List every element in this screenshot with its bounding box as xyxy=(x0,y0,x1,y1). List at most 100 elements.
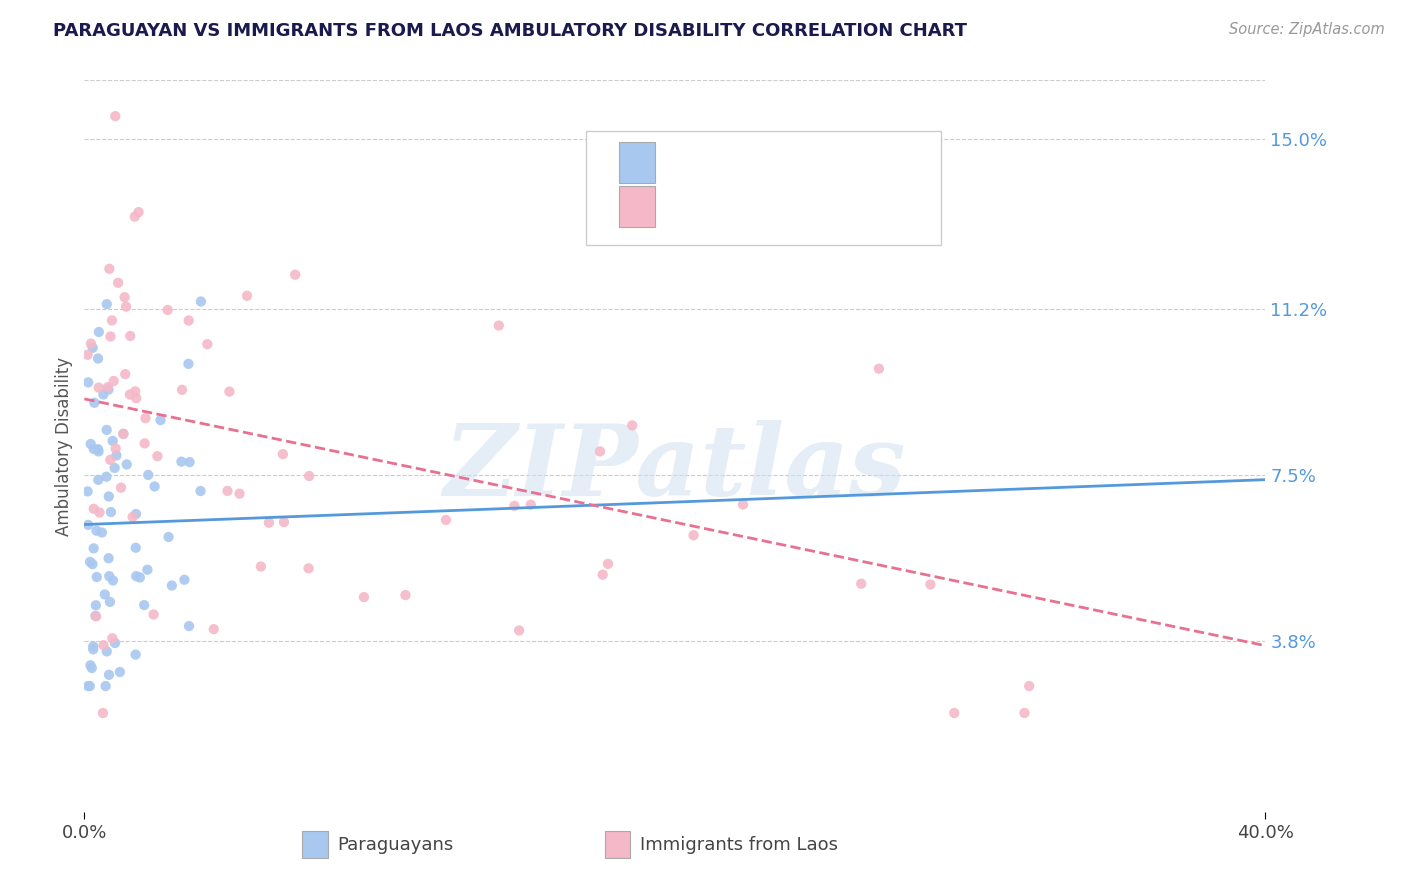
Point xyxy=(508,624,530,638)
Text: PARAGUAYAN VS IMMIGRANTS FROM LAOS AMBULATORY DISABILITY CORRELATION CHART: PARAGUAYAN VS IMMIGRANTS FROM LAOS AMBUL… xyxy=(53,22,967,40)
Point xyxy=(920,577,942,591)
Point xyxy=(868,361,890,376)
Point xyxy=(98,668,121,682)
Point xyxy=(121,510,143,524)
Point xyxy=(83,501,105,516)
Point xyxy=(118,387,141,401)
Point xyxy=(124,210,146,224)
Point xyxy=(77,679,100,693)
Point xyxy=(76,484,98,499)
Point xyxy=(170,455,193,469)
Point xyxy=(105,449,128,463)
Point xyxy=(98,261,121,276)
Point xyxy=(77,376,100,390)
Point xyxy=(271,447,294,461)
Point xyxy=(79,555,101,569)
Point xyxy=(101,574,124,588)
Point xyxy=(353,590,375,604)
Point xyxy=(97,490,120,504)
Point xyxy=(273,515,295,529)
Point xyxy=(97,551,120,566)
Point xyxy=(177,619,200,633)
Point xyxy=(79,658,101,673)
Point xyxy=(82,642,104,657)
Point xyxy=(77,517,100,532)
Point xyxy=(96,423,118,437)
Point xyxy=(101,632,124,646)
Point xyxy=(170,383,193,397)
Point xyxy=(114,290,136,304)
Point xyxy=(115,458,138,472)
Point xyxy=(82,557,104,571)
Point xyxy=(503,499,526,513)
Point xyxy=(80,336,103,351)
Point xyxy=(434,513,457,527)
Point xyxy=(90,525,112,540)
Point xyxy=(98,595,121,609)
Point xyxy=(80,437,103,451)
Point xyxy=(284,268,307,282)
Point xyxy=(160,578,183,592)
Point xyxy=(217,483,239,498)
Point xyxy=(592,567,614,582)
Point xyxy=(218,384,240,399)
Point xyxy=(682,528,704,542)
Point xyxy=(520,498,543,512)
Point xyxy=(125,391,148,405)
Point xyxy=(134,436,156,450)
Point xyxy=(98,569,121,583)
Point xyxy=(93,638,115,652)
Text: Source: ZipAtlas.com: Source: ZipAtlas.com xyxy=(1229,22,1385,37)
Point xyxy=(114,367,136,381)
Point xyxy=(156,303,179,318)
Point xyxy=(87,381,110,395)
Text: R = -0.219   N = 69: R = -0.219 N = 69 xyxy=(676,197,853,216)
Point xyxy=(257,516,280,530)
Point xyxy=(142,607,165,622)
Point xyxy=(82,341,104,355)
FancyBboxPatch shape xyxy=(586,131,941,244)
Point xyxy=(134,411,156,425)
Point xyxy=(104,442,127,456)
Point xyxy=(125,569,148,583)
Point xyxy=(146,449,169,463)
Point xyxy=(79,679,101,693)
Point xyxy=(124,648,146,662)
Point xyxy=(195,337,218,351)
Point xyxy=(80,661,103,675)
Point xyxy=(124,384,146,399)
Point xyxy=(100,505,122,519)
Point xyxy=(228,486,250,500)
Text: Immigrants from Laos: Immigrants from Laos xyxy=(640,836,838,854)
Point xyxy=(76,348,98,362)
Point xyxy=(98,453,121,467)
Point xyxy=(943,706,966,720)
Point xyxy=(96,297,118,311)
Point xyxy=(125,507,148,521)
Point xyxy=(179,455,201,469)
Point xyxy=(128,205,150,219)
Point xyxy=(103,374,125,388)
Point xyxy=(177,313,200,327)
Point xyxy=(89,506,111,520)
Point xyxy=(87,442,110,457)
Point xyxy=(297,561,319,575)
Point xyxy=(134,598,156,612)
Point xyxy=(731,498,754,512)
Point xyxy=(87,444,110,458)
Point xyxy=(104,461,127,475)
Point xyxy=(83,396,105,410)
Point xyxy=(84,599,107,613)
Point xyxy=(87,351,110,366)
Point xyxy=(394,588,416,602)
Point xyxy=(112,426,135,441)
Y-axis label: Ambulatory Disability: Ambulatory Disability xyxy=(55,357,73,535)
Point xyxy=(94,679,117,693)
Point xyxy=(190,484,212,499)
Bar xyxy=(620,186,655,227)
Point xyxy=(96,644,118,658)
Point xyxy=(107,276,129,290)
Point xyxy=(87,325,110,339)
Point xyxy=(298,469,321,483)
Point xyxy=(86,570,108,584)
